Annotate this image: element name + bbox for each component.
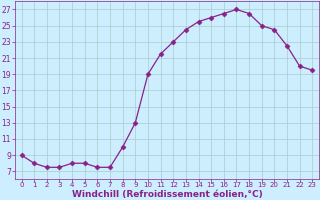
X-axis label: Windchill (Refroidissement éolien,°C): Windchill (Refroidissement éolien,°C)	[72, 190, 262, 199]
